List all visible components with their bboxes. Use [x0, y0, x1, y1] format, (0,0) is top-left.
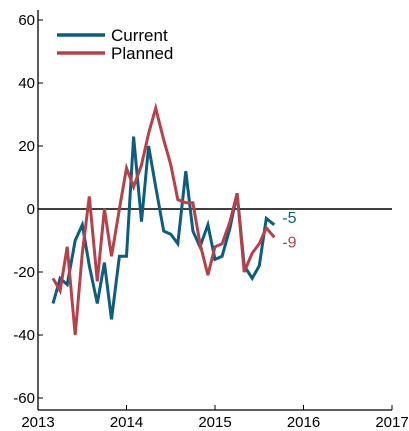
y-tick-label: 40	[18, 75, 35, 92]
series-line-planned	[51, 102, 276, 336]
axes: -60 -40 -20 0 20 40 60 2013 2014 2015 2016 2017	[13, 10, 409, 431]
x-tick-label: 2016	[287, 414, 320, 431]
y-tick-label: 0	[27, 201, 35, 218]
y-tick-label: -20	[13, 264, 35, 281]
legend-label-planned: Planned	[111, 44, 173, 63]
y-tick-label: 20	[18, 138, 35, 155]
end-label-planned: -9	[282, 234, 296, 251]
x-tick-label: 2015	[198, 414, 231, 431]
x-tick-label: 2013	[21, 414, 54, 431]
end-label-current: -5	[282, 210, 296, 227]
y-tick-label: 60	[18, 12, 35, 29]
legend-label-current: Current	[111, 26, 168, 45]
x-tick-label: 2017	[375, 414, 408, 431]
y-tick-label: -60	[13, 390, 35, 407]
x-tick-label: 2014	[110, 414, 143, 431]
series-layer: -5-9	[51, 102, 297, 336]
y-tick-label: -40	[13, 327, 35, 344]
